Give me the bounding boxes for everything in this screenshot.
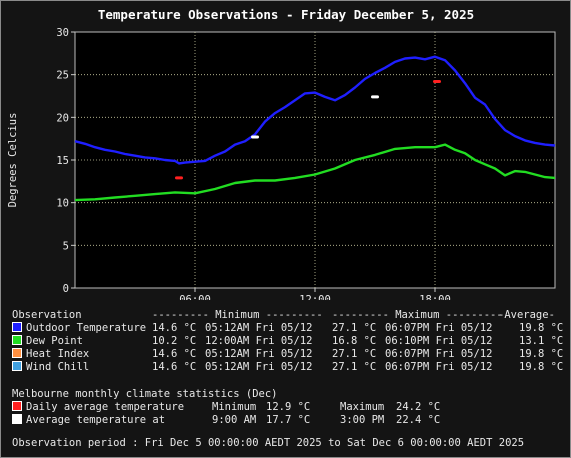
row-name: Heat Index	[26, 348, 90, 360]
legend-swatch	[12, 322, 25, 334]
avg2-value: 22.4 °C	[396, 414, 441, 426]
row-max-time: 06:07PM Fri 05/12	[385, 361, 493, 373]
header-minimum: --------- Minimum ---------	[152, 309, 323, 321]
row-avg: 19.8 °C	[519, 361, 564, 373]
climate-max-value: 24.2 °C	[396, 401, 441, 413]
row-avg: 19.8 °C	[519, 348, 564, 360]
series-lines	[74, 55, 556, 202]
row-name: Wind Chill	[26, 361, 90, 373]
row-min: 14.6 °C	[152, 348, 197, 360]
dew-point-line	[74, 143, 556, 202]
y-tick-label: 5	[63, 240, 69, 252]
outdoor-temperature-line	[74, 55, 556, 165]
x-tick-label: 06:00	[179, 294, 211, 300]
legend-swatch	[12, 348, 25, 360]
row-min: 14.6 °C	[152, 322, 197, 334]
row-min-time: 05:12AM Fri 05/12	[205, 361, 313, 373]
x-tick-label: 12:00	[299, 294, 331, 300]
avg-at-label: Average temperature at	[26, 414, 166, 426]
daily-avg-swatch	[12, 401, 25, 413]
row-name: Outdoor Temperature	[26, 322, 147, 334]
row-max: 16.8 °C	[332, 335, 377, 347]
row-min-time: 05:12AM Fri 05/12	[205, 348, 313, 360]
climate-max-label: Maximum	[340, 401, 385, 413]
y-axis-label: Degrees Celcius	[7, 113, 19, 208]
row-max: 27.1 °C	[332, 348, 377, 360]
period-text: Observation period : Fri Dec 5 00:00:00 …	[12, 437, 525, 449]
grid	[75, 32, 555, 288]
avg1-time: 9:00 AM	[212, 414, 257, 426]
y-tick-label: 25	[56, 70, 69, 82]
legend-swatch	[12, 361, 25, 373]
row-max-time: 06:07PM Fri 05/12	[385, 322, 493, 334]
x-tick-label: 18:00	[419, 294, 451, 300]
average-at-marker	[251, 135, 259, 139]
legend-swatch	[12, 335, 25, 347]
row-max: 27.1 °C	[332, 322, 377, 334]
daily-average-marker	[175, 176, 183, 180]
y-tick-label: 15	[56, 155, 69, 167]
avg2-time: 3:00 PM	[340, 414, 385, 426]
row-avg: 13.1 °C	[519, 335, 564, 347]
climate-min-value: 12.9 °C	[266, 401, 311, 413]
temperature-chart: 0 5 10 15 20 25 30 06:00 12:00 18:00 Temperature…	[7, 7, 556, 300]
header-observation: Observation	[12, 309, 82, 321]
avg-at-swatch	[12, 414, 25, 426]
y-tick-label: 30	[56, 27, 69, 39]
row-min-time: 05:12AM Fri 05/12	[205, 322, 313, 334]
y-tick-label: 10	[56, 198, 69, 210]
y-tick-label: 0	[63, 283, 69, 295]
climate-heading-text: Melbourne monthly climate statistics (De…	[12, 388, 278, 400]
row-avg: 19.8 °C	[519, 322, 564, 334]
x-axis-ticks: 06:00 12:00 18:00	[179, 288, 451, 300]
average-at-marker	[371, 95, 379, 99]
avg1-value: 17.7 °C	[266, 414, 311, 426]
row-max-time: 06:07PM Fri 05/12	[385, 348, 493, 360]
row-max: 27.1 °C	[332, 361, 377, 373]
header-maximum: --------- Maximum ---------	[332, 309, 503, 321]
chart-title: Temperature Observations - Friday Decemb…	[98, 7, 474, 22]
row-min-time: 12:00AM Fri 05/12	[205, 335, 313, 347]
marker-group	[175, 79, 441, 180]
row-name: Dew Point	[26, 335, 83, 347]
y-axis-ticks: 0 5 10 15 20 25 30	[56, 27, 75, 295]
daily-avg-label: Daily average temperature	[26, 401, 185, 413]
header-average: -Average-	[498, 309, 555, 321]
row-min: 10.2 °C	[152, 335, 197, 347]
daily-average-marker	[433, 79, 441, 83]
climate-min-label: Minimum	[212, 401, 257, 413]
row-min: 14.6 °C	[152, 361, 197, 373]
row-max-time: 06:10PM Fri 05/12	[385, 335, 493, 347]
y-tick-label: 20	[56, 112, 69, 124]
